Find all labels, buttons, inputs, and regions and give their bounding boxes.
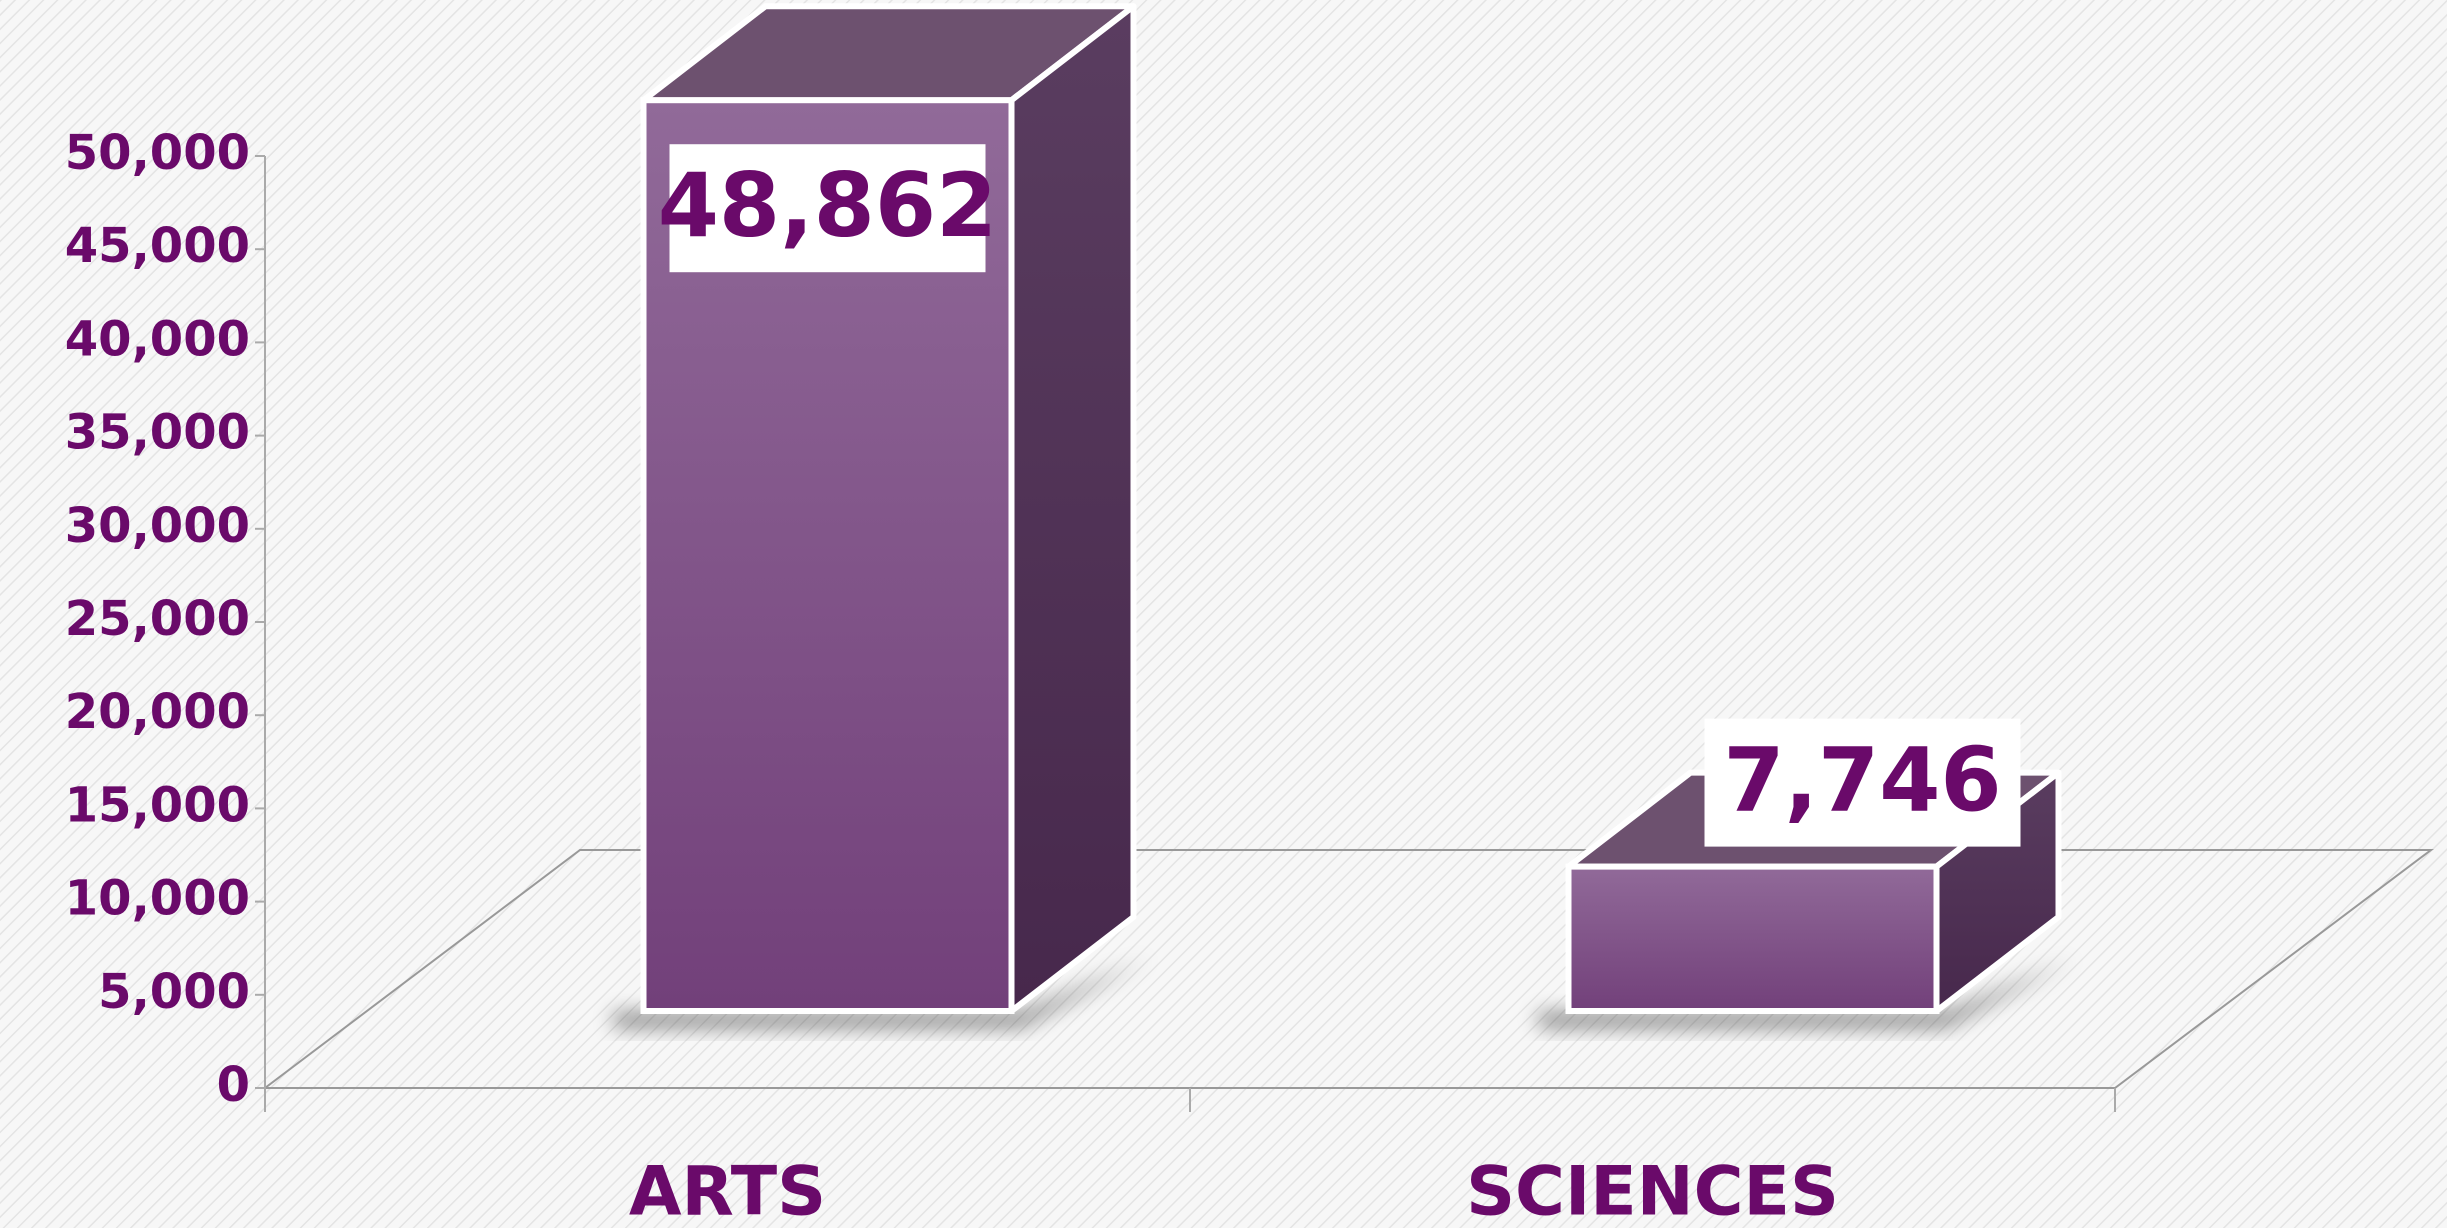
y-tick-label: 30,000 <box>65 498 250 554</box>
y-tick-label: 5,000 <box>98 964 250 1020</box>
y-tick-label: 40,000 <box>65 311 250 367</box>
value-label: 7,746 <box>1723 729 2001 832</box>
x-tick-label: ARTS <box>629 1153 826 1228</box>
y-tick-label: 15,000 <box>65 777 250 833</box>
x-tick-label: SCIENCES <box>1466 1153 1839 1228</box>
floor <box>262 849 2434 1089</box>
value-label-box <box>1704 718 2021 847</box>
value-label-box <box>669 144 986 273</box>
bar <box>1565 863 1940 1014</box>
y-tick-label: 35,000 <box>65 405 250 461</box>
y-tick-label: 25,000 <box>65 591 250 647</box>
y-tick-label: 0 <box>217 1057 250 1113</box>
y-tick-label: 45,000 <box>65 218 250 274</box>
bar-side <box>1008 3 1137 1014</box>
y-tick-label: 50,000 <box>65 125 250 181</box>
y-tick-label: 20,000 <box>65 684 250 740</box>
y-tick-label: 10,000 <box>65 871 250 927</box>
value-label: 48,862 <box>658 154 998 257</box>
